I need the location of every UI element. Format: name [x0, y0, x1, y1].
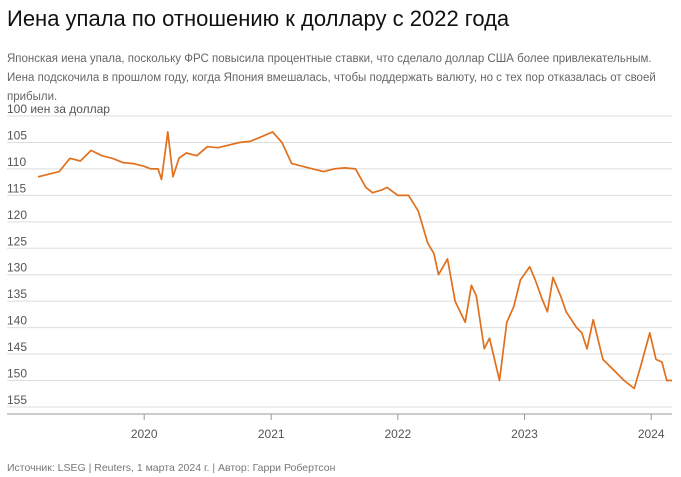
y-tick-label: 135 [7, 287, 27, 301]
y-tick-label: 115 [7, 181, 26, 195]
y-tick-label: 120 [7, 208, 27, 222]
y-tick-label: 145 [7, 340, 27, 354]
y-tick-label: 125 [7, 234, 27, 248]
y-tick-label: 105 [7, 128, 27, 142]
x-tick-label: 2023 [511, 427, 538, 441]
series-line [37, 131, 672, 390]
y-axis-label: 100 иен за доллар [7, 102, 110, 116]
y-tick-label: 155 [7, 393, 27, 407]
y-tick-label: 110 [7, 155, 26, 169]
y-tick-label: 140 [7, 314, 27, 328]
y-tick-label: 130 [7, 261, 27, 275]
chart-title: Иена упала по отношению к доллару с 2022… [7, 6, 510, 31]
chart-subtitle: Японская иена упала, поскольку ФРС повыс… [7, 53, 656, 103]
x-tick-label: 2024 [638, 427, 665, 441]
x-tick-label: 2020 [131, 427, 158, 441]
chart-source: Источник: LSEG | Reuters, 1 марта 2024 г… [7, 462, 336, 474]
x-tick-label: 2021 [258, 427, 285, 441]
x-tick-label: 2022 [385, 427, 412, 441]
y-tick-label: 150 [7, 367, 27, 381]
